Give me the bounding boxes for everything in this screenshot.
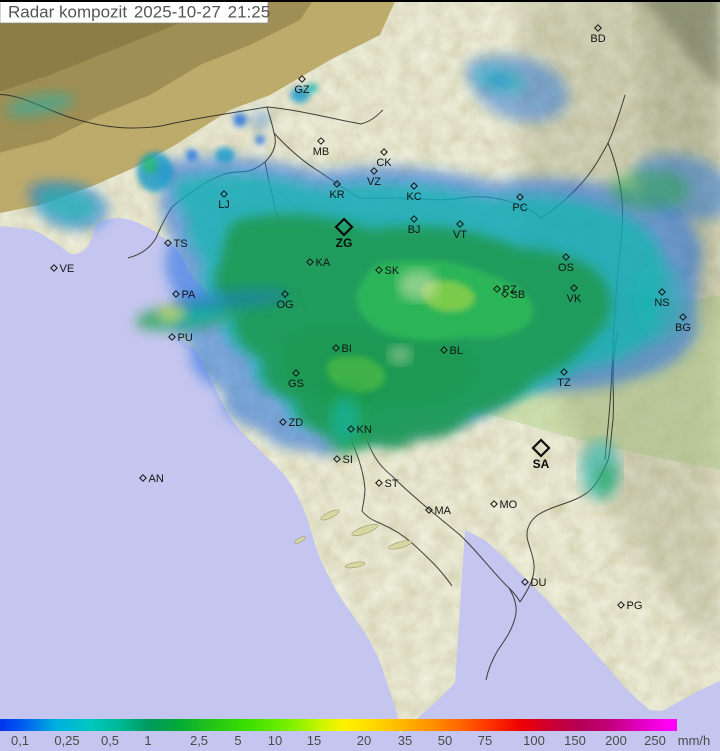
svg-text:DU: DU <box>531 577 547 589</box>
svg-text:PC: PC <box>512 202 527 214</box>
svg-text:ZG: ZG <box>336 236 353 250</box>
svg-text:KC: KC <box>406 191 421 203</box>
svg-text:MB: MB <box>313 146 330 158</box>
svg-text:BL: BL <box>450 345 463 357</box>
svg-text:ST: ST <box>385 478 399 490</box>
svg-text:NS: NS <box>654 297 669 309</box>
svg-text:LJ: LJ <box>218 199 230 211</box>
svg-text:TZ: TZ <box>557 377 571 389</box>
svg-text:VK: VK <box>567 293 582 305</box>
svg-text:SA: SA <box>533 457 550 471</box>
svg-text:Radar kompozit 2025-10-27 21: Radar kompozit 2025-10-27 21:25 <box>8 3 270 22</box>
svg-text:BG: BG <box>675 322 691 334</box>
svg-text:PU: PU <box>178 332 193 344</box>
svg-text:KR: KR <box>329 189 344 201</box>
svg-text:KN: KN <box>357 424 372 436</box>
svg-text:SK: SK <box>385 265 400 277</box>
svg-text:OG: OG <box>276 299 293 311</box>
svg-text:AN: AN <box>149 473 164 485</box>
svg-text:OS: OS <box>558 262 574 274</box>
svg-text:CK: CK <box>376 157 392 169</box>
svg-text:SB: SB <box>511 289 526 301</box>
svg-text:BJ: BJ <box>408 224 421 236</box>
svg-text:GZ: GZ <box>294 84 310 96</box>
svg-text:BI: BI <box>342 343 352 355</box>
svg-text:VE: VE <box>60 263 75 275</box>
svg-text:TS: TS <box>174 238 188 250</box>
svg-text:SI: SI <box>343 454 353 466</box>
svg-text:MA: MA <box>435 505 452 517</box>
svg-text:BD: BD <box>590 33 605 45</box>
svg-text:ZD: ZD <box>289 417 304 429</box>
svg-text:VT: VT <box>453 229 467 241</box>
svg-text:PG: PG <box>627 600 643 612</box>
svg-text:GS: GS <box>288 378 304 390</box>
svg-text:PA: PA <box>182 289 197 301</box>
svg-text:VZ: VZ <box>367 176 381 188</box>
svg-text:KA: KA <box>316 257 331 269</box>
svg-text:MO: MO <box>500 499 518 511</box>
